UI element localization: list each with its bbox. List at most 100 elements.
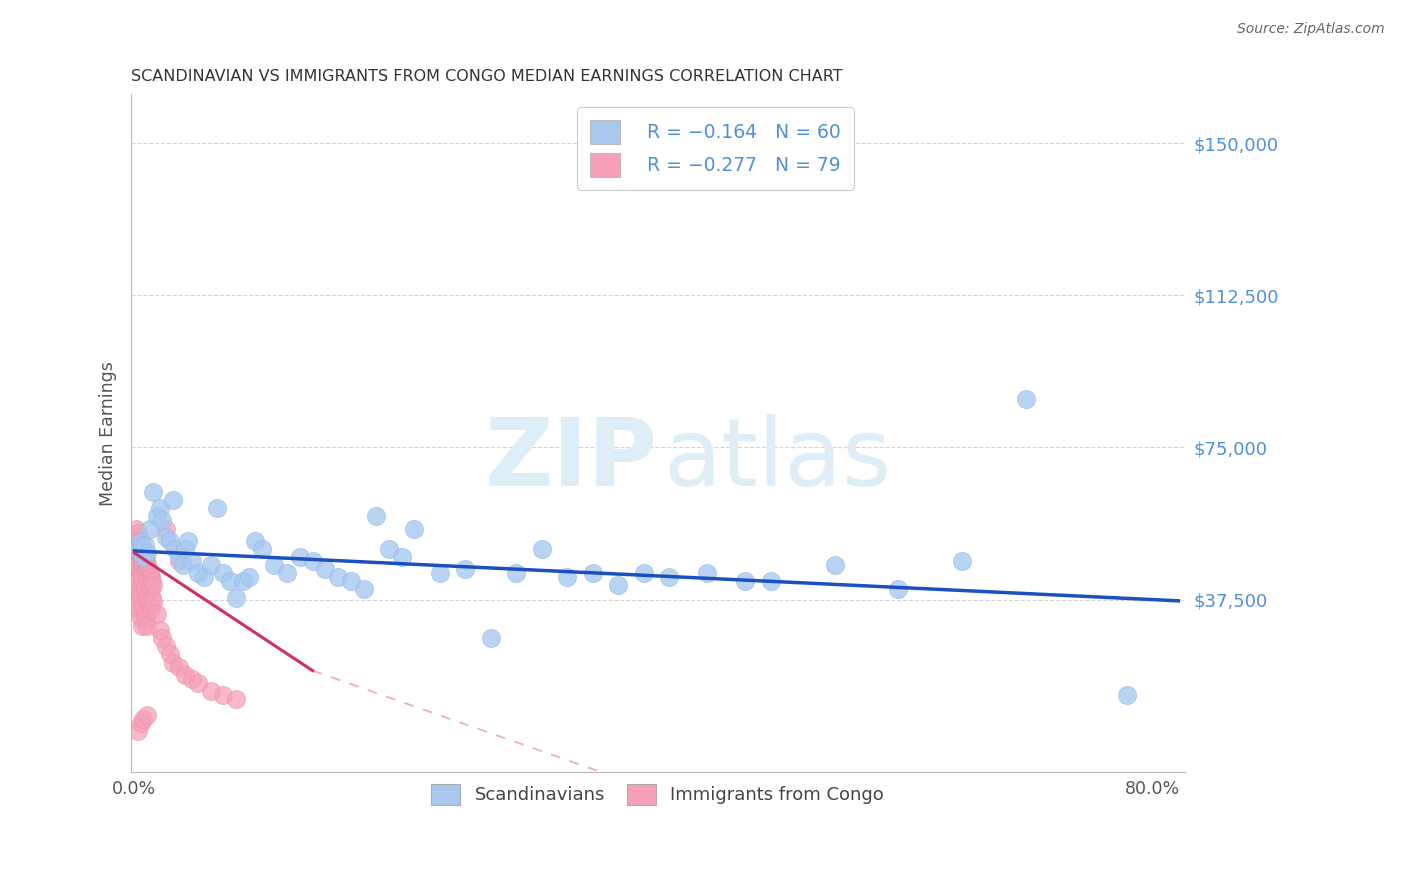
Point bbox=[146, 509, 169, 524]
Point bbox=[212, 688, 235, 702]
Point bbox=[129, 549, 152, 564]
Point bbox=[530, 541, 553, 556]
Point bbox=[142, 578, 165, 592]
Legend: Scandinavians, Immigrants from Congo: Scandinavians, Immigrants from Congo bbox=[422, 775, 893, 814]
Point bbox=[136, 708, 159, 723]
Point bbox=[131, 541, 153, 556]
Point bbox=[127, 574, 149, 589]
Point bbox=[167, 549, 190, 564]
Point bbox=[138, 562, 160, 576]
Point bbox=[167, 659, 190, 673]
Point bbox=[301, 554, 323, 568]
Point bbox=[149, 501, 172, 516]
Point bbox=[127, 541, 149, 556]
Point bbox=[129, 586, 152, 600]
Text: atlas: atlas bbox=[662, 415, 891, 507]
Point bbox=[129, 533, 152, 548]
Point bbox=[136, 558, 159, 573]
Point bbox=[172, 558, 194, 573]
Point bbox=[132, 712, 155, 726]
Point bbox=[135, 566, 157, 581]
Point bbox=[391, 549, 413, 564]
Point bbox=[128, 582, 150, 597]
Point bbox=[134, 582, 156, 597]
Point bbox=[174, 667, 197, 681]
Point bbox=[124, 538, 146, 552]
Point bbox=[125, 591, 148, 605]
Point bbox=[124, 582, 146, 597]
Point bbox=[127, 558, 149, 573]
Point bbox=[263, 558, 285, 573]
Point bbox=[138, 574, 160, 589]
Point bbox=[124, 554, 146, 568]
Point bbox=[132, 599, 155, 613]
Text: Source: ZipAtlas.com: Source: ZipAtlas.com bbox=[1237, 22, 1385, 37]
Point bbox=[288, 549, 311, 564]
Point bbox=[155, 640, 177, 654]
Point bbox=[174, 541, 197, 556]
Point bbox=[150, 514, 173, 528]
Point bbox=[404, 522, 426, 536]
Point bbox=[180, 554, 202, 568]
Point bbox=[135, 611, 157, 625]
Point bbox=[138, 599, 160, 613]
Point bbox=[238, 570, 260, 584]
Point bbox=[200, 684, 222, 698]
Point bbox=[127, 599, 149, 613]
Point bbox=[340, 574, 363, 589]
Point bbox=[146, 607, 169, 621]
Point bbox=[187, 566, 209, 581]
Point bbox=[378, 541, 401, 556]
Point bbox=[155, 530, 177, 544]
Point bbox=[132, 558, 155, 573]
Point bbox=[505, 566, 527, 581]
Point bbox=[132, 549, 155, 564]
Point bbox=[314, 562, 336, 576]
Point bbox=[887, 582, 910, 597]
Point bbox=[555, 570, 578, 584]
Point bbox=[193, 570, 215, 584]
Point bbox=[138, 566, 160, 581]
Point bbox=[177, 533, 200, 548]
Point bbox=[125, 574, 148, 589]
Point bbox=[136, 591, 159, 605]
Point bbox=[129, 538, 152, 552]
Point bbox=[134, 607, 156, 621]
Point bbox=[162, 493, 184, 508]
Point bbox=[141, 591, 163, 605]
Point bbox=[139, 570, 162, 584]
Point bbox=[136, 619, 159, 633]
Point bbox=[127, 525, 149, 540]
Point bbox=[136, 546, 159, 560]
Point bbox=[159, 533, 181, 548]
Point bbox=[225, 591, 247, 605]
Point bbox=[429, 566, 451, 581]
Point bbox=[125, 530, 148, 544]
Point bbox=[326, 570, 349, 584]
Point bbox=[125, 558, 148, 573]
Point bbox=[138, 522, 160, 536]
Point bbox=[142, 594, 165, 608]
Point bbox=[212, 566, 235, 581]
Point bbox=[139, 582, 162, 597]
Point bbox=[276, 566, 298, 581]
Point bbox=[479, 631, 502, 645]
Point bbox=[138, 594, 160, 608]
Point bbox=[165, 541, 187, 556]
Point bbox=[141, 574, 163, 589]
Point bbox=[136, 570, 159, 584]
Point bbox=[180, 672, 202, 686]
Point bbox=[142, 485, 165, 500]
Point bbox=[218, 574, 240, 589]
Point bbox=[734, 574, 756, 589]
Point bbox=[162, 656, 184, 670]
Point bbox=[132, 546, 155, 560]
Point bbox=[128, 562, 150, 576]
Point bbox=[139, 603, 162, 617]
Point bbox=[124, 566, 146, 581]
Point bbox=[250, 541, 273, 556]
Point bbox=[232, 574, 254, 589]
Point bbox=[124, 522, 146, 536]
Point bbox=[128, 533, 150, 548]
Point bbox=[135, 586, 157, 600]
